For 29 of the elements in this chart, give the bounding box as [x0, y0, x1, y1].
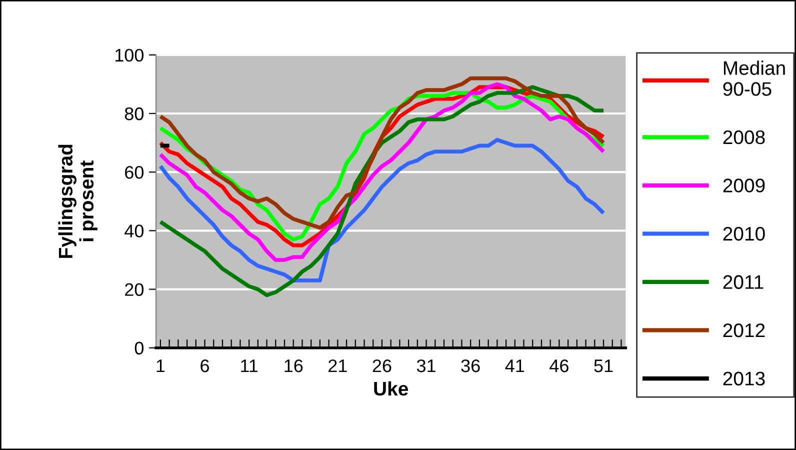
x-tick-label: 36: [461, 359, 480, 372]
x-tick-label: 11: [241, 360, 258, 372]
legend-label: 2008: [723, 130, 765, 144]
x-tick-label: 21: [328, 359, 347, 372]
x-tick-label: 16: [284, 359, 303, 372]
x-tick-label: 31: [416, 359, 436, 372]
legend-label: 2013: [723, 372, 765, 386]
x-tick-label: 46: [550, 359, 568, 372]
x-axis-title: Uke: [374, 381, 408, 396]
x-tick-label: 26: [372, 359, 392, 372]
x-tick-label: 6: [200, 359, 209, 372]
line-series: [158, 85, 606, 298]
x-tick-label: 41: [505, 360, 524, 372]
y-tick-label: 40: [124, 224, 144, 238]
x-tick-label: 1: [156, 360, 165, 372]
y-tick-label: 80: [124, 107, 144, 120]
legend-label: 2012: [723, 323, 765, 338]
line-series: [158, 138, 606, 282]
line-series: [158, 76, 606, 230]
y-tick-label: 20: [125, 283, 144, 296]
legend-label: Median 90-05: [723, 60, 785, 96]
legend-label: 2009: [723, 178, 765, 192]
y-tick-label: 100: [115, 48, 144, 62]
y-tick-label: 60: [125, 166, 144, 179]
y-axis-title: Fyllingsgrad i prosent: [58, 144, 98, 258]
x-tick-label: 51: [594, 360, 613, 372]
legend-label: 2011: [723, 275, 764, 289]
legend-label: 2010: [723, 226, 765, 241]
y-tick-label: 0: [134, 342, 144, 355]
